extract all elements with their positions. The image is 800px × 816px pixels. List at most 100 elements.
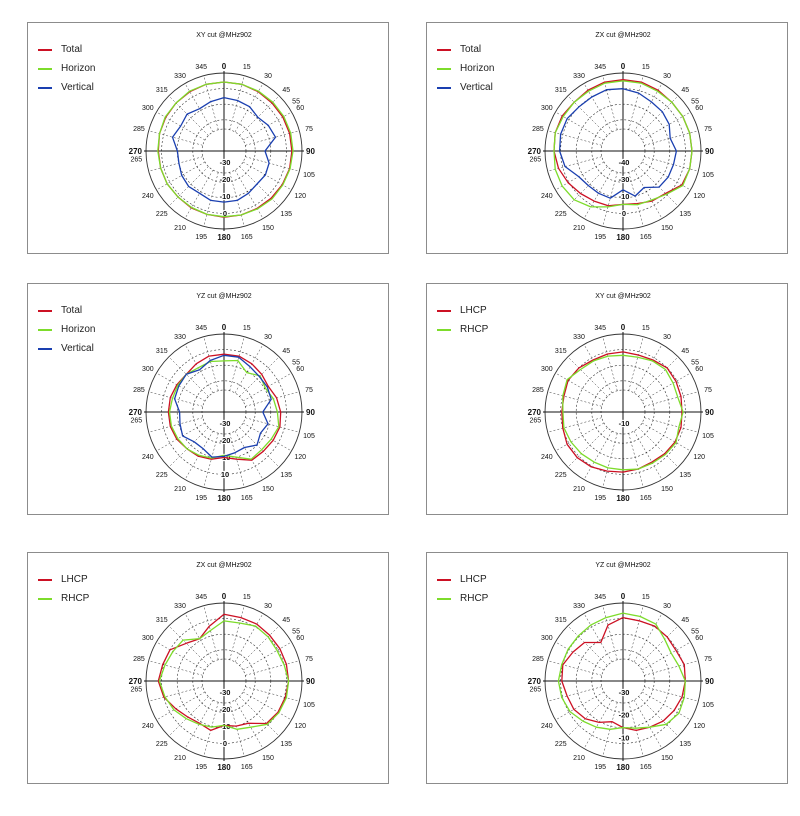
grid-spoke: [638, 166, 679, 207]
angle-tick-label: 60: [296, 635, 304, 642]
angle-tick-label: 30: [264, 73, 272, 80]
angle-tick-label: 270: [129, 677, 143, 686]
angle-tick-label: 120: [693, 723, 705, 730]
angle-tick-label: 240: [142, 723, 154, 730]
angle-tick-label: 165: [640, 234, 652, 241]
angle-tick-label: 90: [705, 147, 714, 156]
angle-tick-label: 150: [262, 486, 274, 493]
angle-tick-label: 120: [294, 454, 306, 461]
angle-tick-label: 105: [303, 433, 315, 440]
angle-tick-label: 60: [695, 635, 703, 642]
angle-tick-label: 315: [156, 617, 168, 624]
angle-tick-label: 120: [294, 723, 306, 730]
angle-tick-label: 315: [555, 87, 567, 94]
grid-spoke: [638, 427, 679, 468]
grid-spoke: [567, 95, 608, 136]
angle-tick-label: 75: [704, 656, 712, 663]
angle-tick-label: 195: [195, 495, 207, 502]
angle-tick-label: 45: [282, 617, 290, 624]
angle-tick-label: 150: [262, 225, 274, 232]
chart-title: YZ cut @MHz902: [595, 562, 650, 569]
angle-tick-label: 225: [156, 741, 168, 748]
grid-spoke: [633, 344, 663, 394]
legend-label: Vertical: [61, 343, 94, 354]
grid-spoke: [242, 691, 292, 721]
legend: Total Horizon Vertical: [437, 40, 494, 97]
grid-spoke: [567, 427, 608, 468]
legend-label: Horizon: [61, 63, 96, 74]
angle-tick-label: 285: [133, 126, 145, 133]
angle-tick-label: 330: [573, 334, 585, 341]
grid-spoke: [203, 702, 219, 757]
grid-spoke: [229, 172, 245, 227]
angle-tick-label: 105: [303, 702, 315, 709]
grid-spoke: [156, 691, 206, 721]
angle-tick-label: 265: [529, 687, 541, 694]
grid-spoke: [641, 422, 691, 452]
angle-tick-label: 45: [681, 87, 689, 94]
legend-label: Total: [61, 305, 83, 316]
angle-tick-label: 270: [129, 408, 143, 417]
legend-item-lhcp: LHCP: [38, 570, 89, 589]
angle-tick-label: 90: [306, 147, 315, 156]
angle-tick-label: 265: [529, 418, 541, 425]
grid-spoke: [633, 430, 663, 480]
angle-tick-label: 345: [195, 64, 207, 71]
grid-spoke: [644, 391, 699, 407]
chart-panel-xy-polarization: LHCP RHCP XY cut @MHz902 0 15 30 45 55 60 75 90 10…: [426, 283, 788, 515]
legend-swatch: [437, 328, 451, 331]
legend-item-rhcp: RHCP: [437, 589, 488, 608]
grid-spoke: [567, 166, 608, 207]
angle-tick-label: 195: [195, 764, 207, 771]
grid-spoke: [555, 161, 605, 191]
legend-item-horizon: Horizon: [38, 59, 95, 78]
angle-tick-label: 195: [594, 495, 606, 502]
legend-swatch: [38, 328, 52, 331]
grid-spoke: [168, 625, 209, 666]
grid-spoke: [229, 75, 245, 130]
grid-spoke: [555, 691, 605, 721]
radial-tick-label: -10: [619, 192, 630, 201]
grid-spoke: [242, 111, 292, 141]
chart-title: ZX cut @MHz902: [196, 562, 251, 569]
angle-tick-label: 195: [195, 234, 207, 241]
grid-spoke: [638, 696, 679, 737]
grid-spoke: [583, 344, 613, 394]
angle-tick-label: 105: [702, 702, 714, 709]
grid-spoke: [638, 356, 679, 397]
angle-tick-label: 120: [693, 454, 705, 461]
grid-spoke: [644, 686, 699, 702]
angle-tick-label: 0: [621, 62, 626, 71]
angle-tick-label: 30: [663, 603, 671, 610]
legend-swatch: [38, 309, 52, 312]
radial-tick-label: -30: [220, 688, 231, 697]
angle-tick-label: 180: [616, 763, 630, 772]
angle-tick-label: 240: [142, 193, 154, 200]
radial-tick-label: -10: [220, 192, 231, 201]
radial-tick-label: 0: [223, 209, 227, 218]
angle-tick-label: 180: [616, 494, 630, 503]
angle-tick-label: 15: [642, 325, 650, 332]
grid-spoke: [239, 625, 280, 666]
grid-spoke: [148, 156, 203, 172]
grid-spoke: [168, 95, 209, 136]
angle-tick-label: 55: [292, 99, 300, 106]
angle-tick-label: 75: [704, 387, 712, 394]
angle-tick-label: 90: [306, 408, 315, 417]
angle-tick-label: 240: [142, 454, 154, 461]
grid-spoke: [641, 372, 691, 402]
angle-tick-label: 15: [243, 64, 251, 71]
grid-spoke: [628, 172, 644, 227]
legend-item-lhcp: LHCP: [437, 570, 488, 589]
angle-tick-label: 45: [282, 348, 290, 355]
legend-swatch: [437, 597, 451, 600]
angle-tick-label: 300: [142, 105, 154, 112]
series-line-lhcp: [561, 351, 683, 473]
grid-spoke: [148, 417, 203, 433]
chart-panel-zx-total: Total Horizon Vertical ZX cut @MHz902 0 15 30…: [426, 22, 788, 254]
radial-tick-label: -20: [220, 175, 231, 184]
angle-tick-label: 315: [555, 348, 567, 355]
angle-tick-label: 15: [243, 325, 251, 332]
angle-tick-label: 30: [663, 334, 671, 341]
